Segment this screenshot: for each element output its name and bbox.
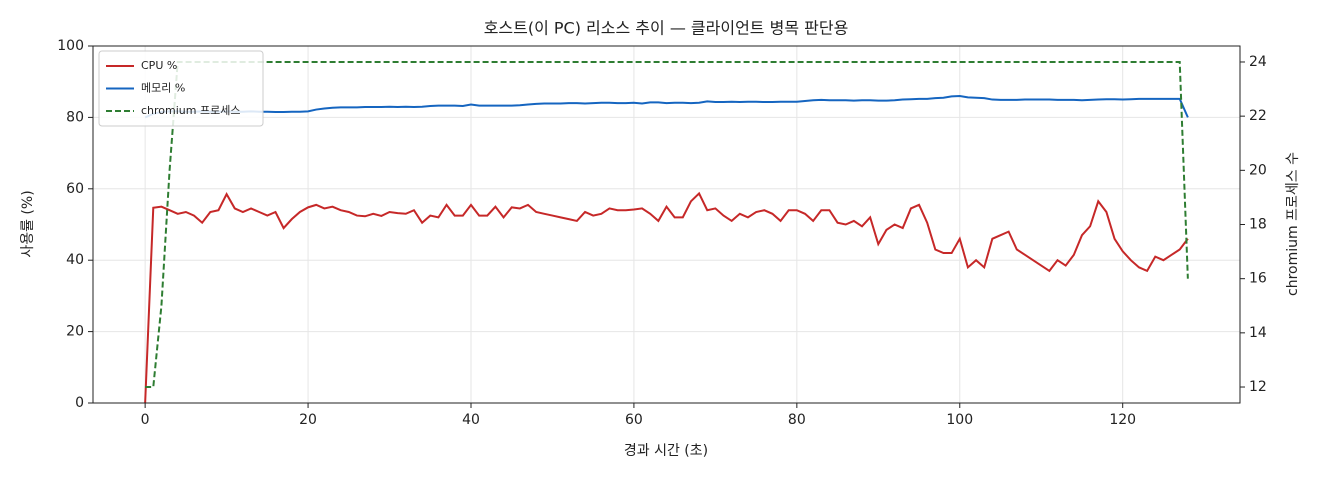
x-tick-label: 20 <box>299 412 317 428</box>
x-tick-label: 120 <box>1109 412 1136 428</box>
y-tick-label: 20 <box>66 324 84 340</box>
y2-tick-label: 16 <box>1249 271 1267 287</box>
y2-tick-label: 14 <box>1249 325 1267 341</box>
y2-tick-label: 18 <box>1249 217 1267 233</box>
y2-tick-label: 20 <box>1249 162 1267 178</box>
x-tick-label: 60 <box>625 412 643 428</box>
y-axis-label: 사용률 (%) <box>20 190 36 257</box>
legend: CPU % 메모리 % chromium 프로세스 <box>98 50 264 127</box>
series-line <box>144 94 1189 119</box>
y-tick-label: 80 <box>66 109 84 125</box>
x-axis-label: 경과 시간 (초) <box>624 443 708 459</box>
y2-tick-label: 22 <box>1249 108 1267 124</box>
x-tick-label: 100 <box>946 412 973 428</box>
legend-box <box>98 50 264 127</box>
y-tick-label: 100 <box>57 38 84 54</box>
y2-tick-label: 12 <box>1249 379 1267 395</box>
legend-label: CPU % <box>141 59 177 72</box>
plot-frame <box>92 45 1241 404</box>
y2-axis-label: chromium 프로세스 수 <box>1285 152 1301 296</box>
series-line <box>144 191 1189 404</box>
y-tick-label: 60 <box>66 181 84 197</box>
series-line <box>145 60 1189 389</box>
x-tick-label: 40 <box>462 412 480 428</box>
legend-label: chromium 프로세스 <box>141 104 240 117</box>
y-tick-label: 40 <box>66 252 84 268</box>
legend-label: 메모리 % <box>141 82 185 95</box>
y2-tick-label: 24 <box>1249 54 1267 70</box>
x-tick-label: 0 <box>141 412 150 428</box>
y-tick-label: 0 <box>75 395 84 411</box>
x-tick-label: 80 <box>788 412 806 428</box>
chart-title: 호스트(이 PC) 리소스 추이 — 클라이언트 병목 판단용 <box>484 19 849 38</box>
